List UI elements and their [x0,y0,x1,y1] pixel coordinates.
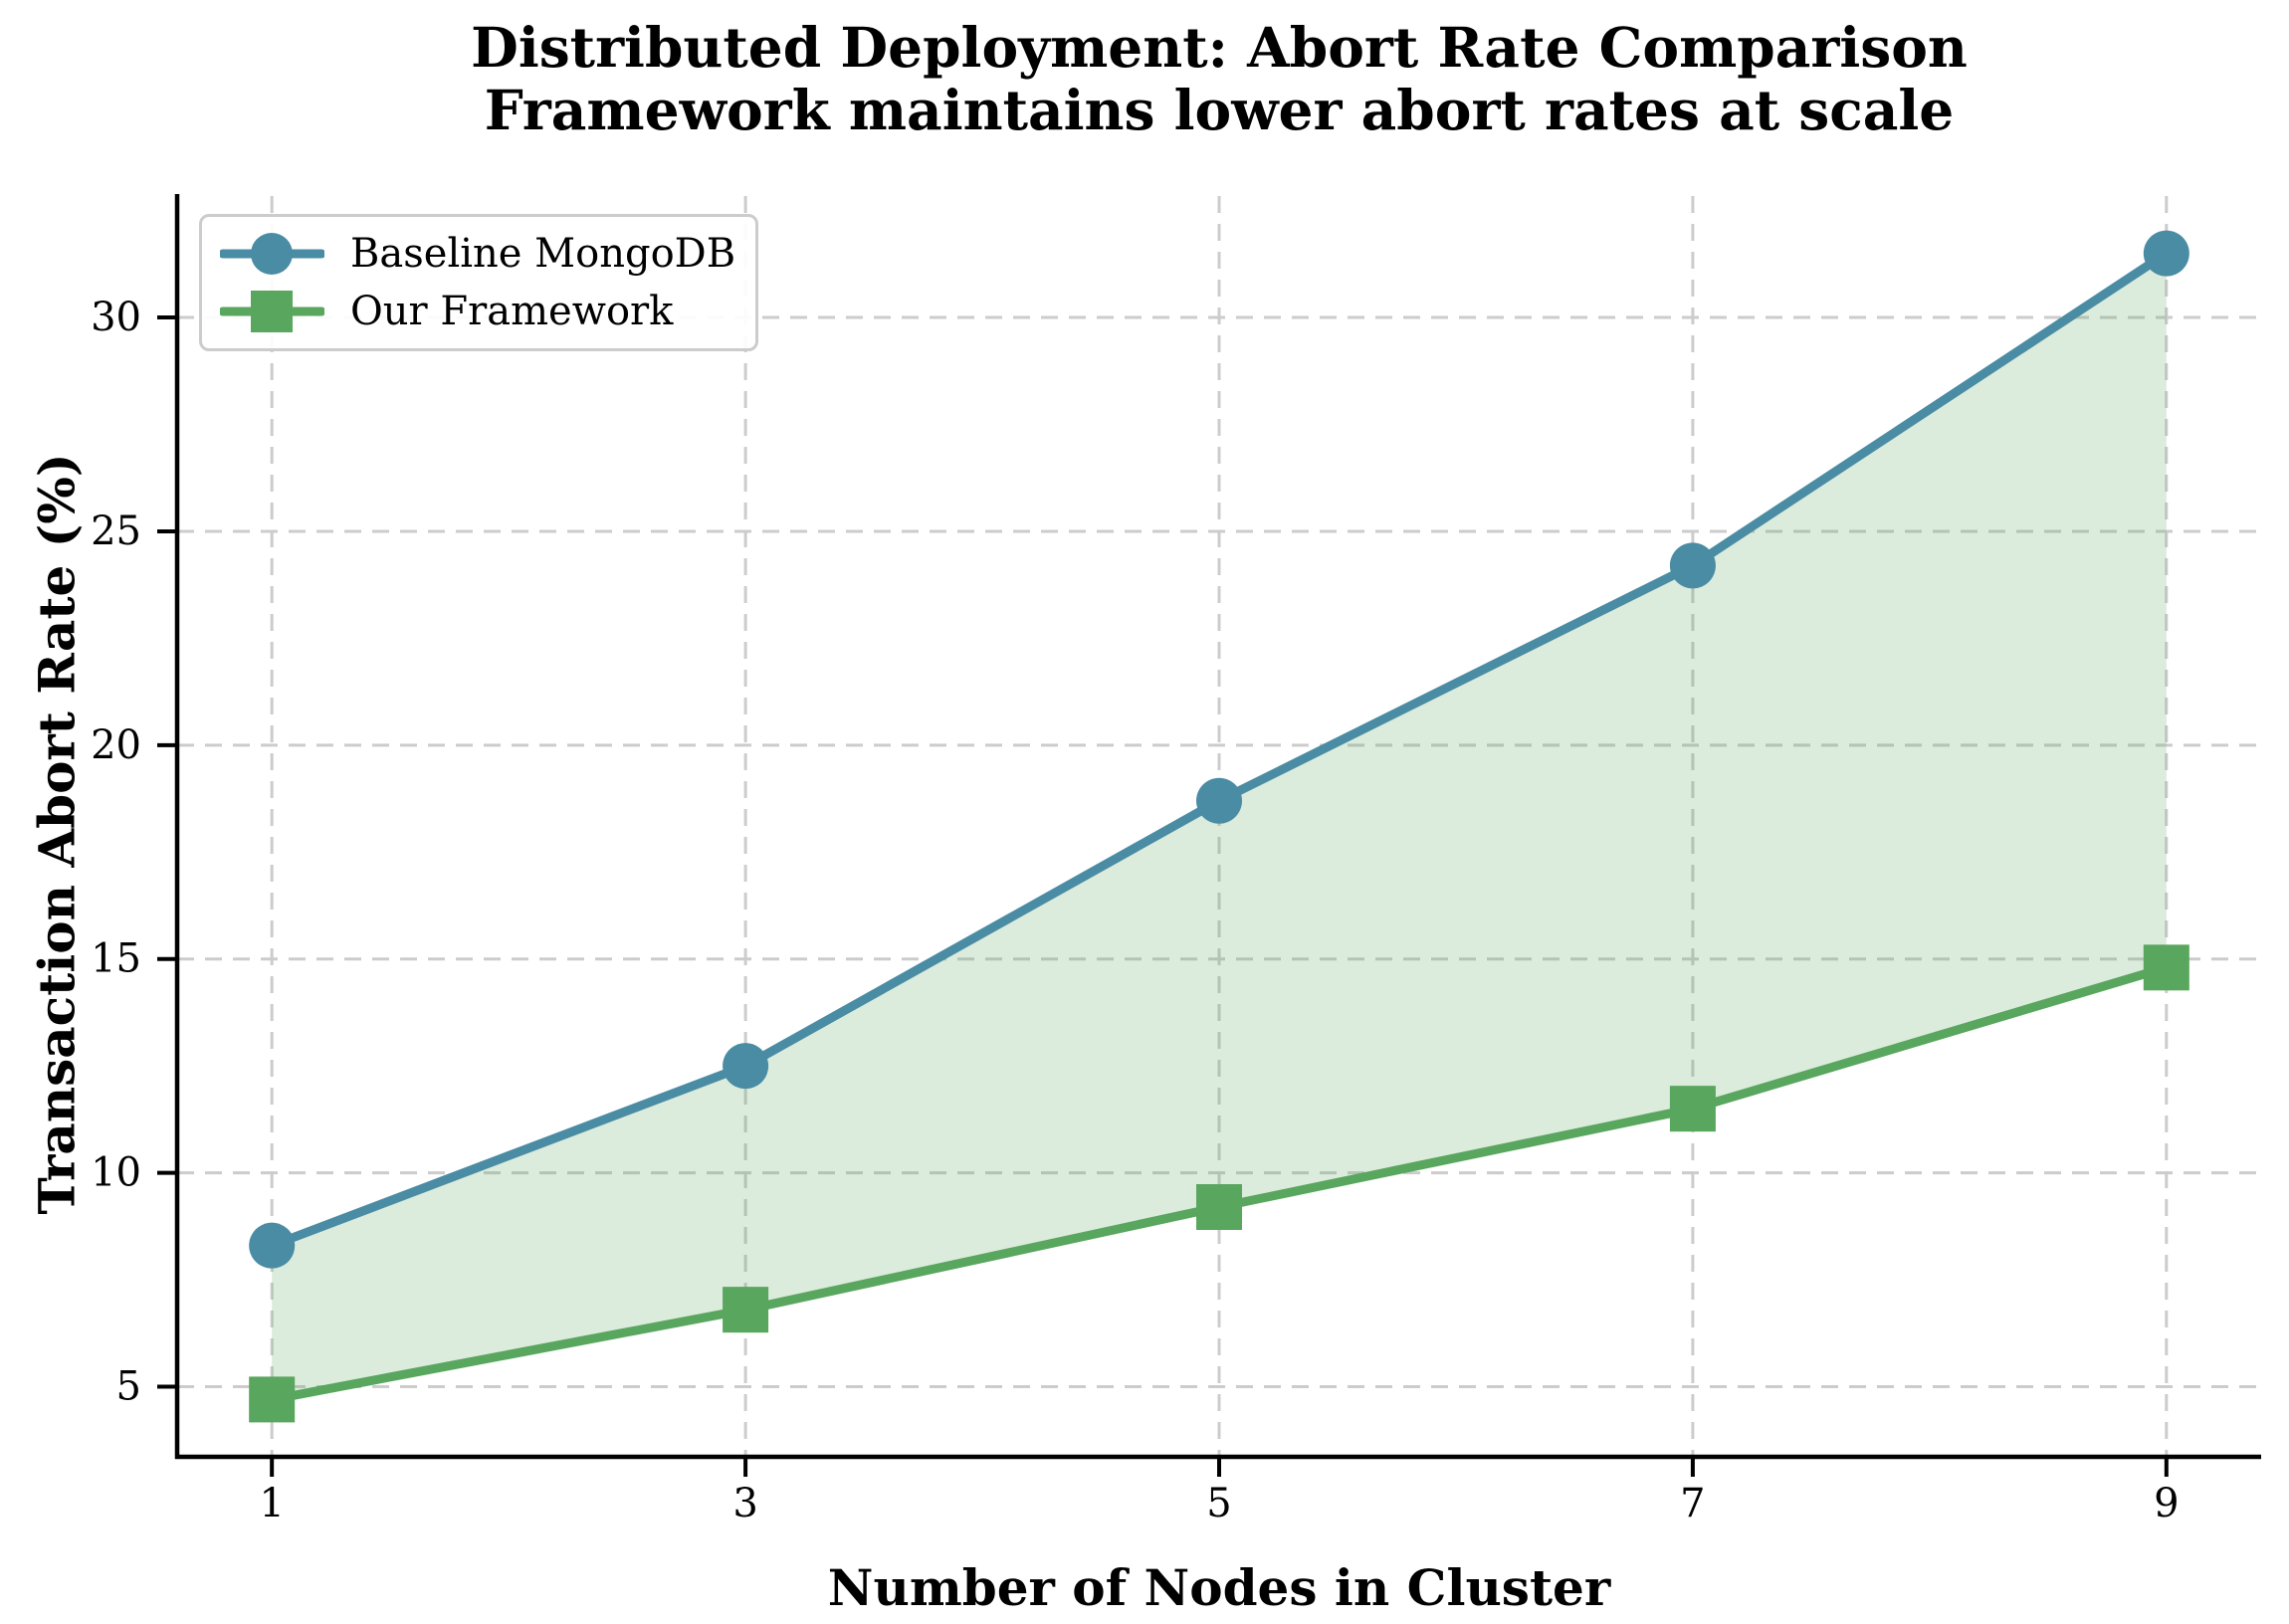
chart-title-line1: Distributed Deployment: Abort Rate Compa… [471,15,1968,80]
data-point-circle [249,1222,296,1269]
x-tick-label: 1 [259,1481,284,1526]
data-point-circle [1669,542,1716,589]
legend-label-baseline-mongodb: Baseline MongoDB [350,231,736,277]
data-point-circle [723,1043,769,1090]
chart-title-line2: Framework maintains lower abort rates at… [484,78,1955,142]
y-tick-label: 15 [91,936,141,982]
y-axis-label: Transaction Abort Rate (%) [27,453,87,1215]
y-tick-label: 20 [91,722,141,768]
x-tick-label: 5 [1206,1481,1231,1526]
legend-item-baseline-mongodb: Baseline MongoDB [220,230,737,278]
y-tick-label: 30 [91,295,141,340]
data-point-square [2143,944,2189,991]
x-axis-label: Number of Nodes in Cluster [827,1558,1611,1617]
legend-item-our-framework: Our Framework [220,288,737,335]
data-point-circle [1196,777,1242,824]
x-tick-label: 9 [2154,1481,2179,1526]
improvement-gap-fill [272,253,2167,1400]
data-point-square [723,1287,769,1333]
data-point-square [1669,1086,1716,1132]
legend-label-our-framework: Our Framework [350,289,674,334]
chart-title: Distributed Deployment: Abort Rate Compa… [177,16,2261,141]
data-point-square [1196,1184,1242,1231]
line-circle-marker-icon [220,233,324,275]
y-tick-label: 5 [116,1364,141,1410]
x-tick-label: 3 [732,1481,757,1526]
y-tick-label: 25 [91,508,141,554]
x-tick-label: 7 [1680,1481,1705,1526]
legend: Baseline MongoDB Our Framework [199,214,758,351]
y-tick-label: 10 [91,1150,141,1196]
data-point-circle [2143,230,2189,277]
line-square-marker-icon [220,291,324,332]
data-point-square [249,1376,296,1423]
